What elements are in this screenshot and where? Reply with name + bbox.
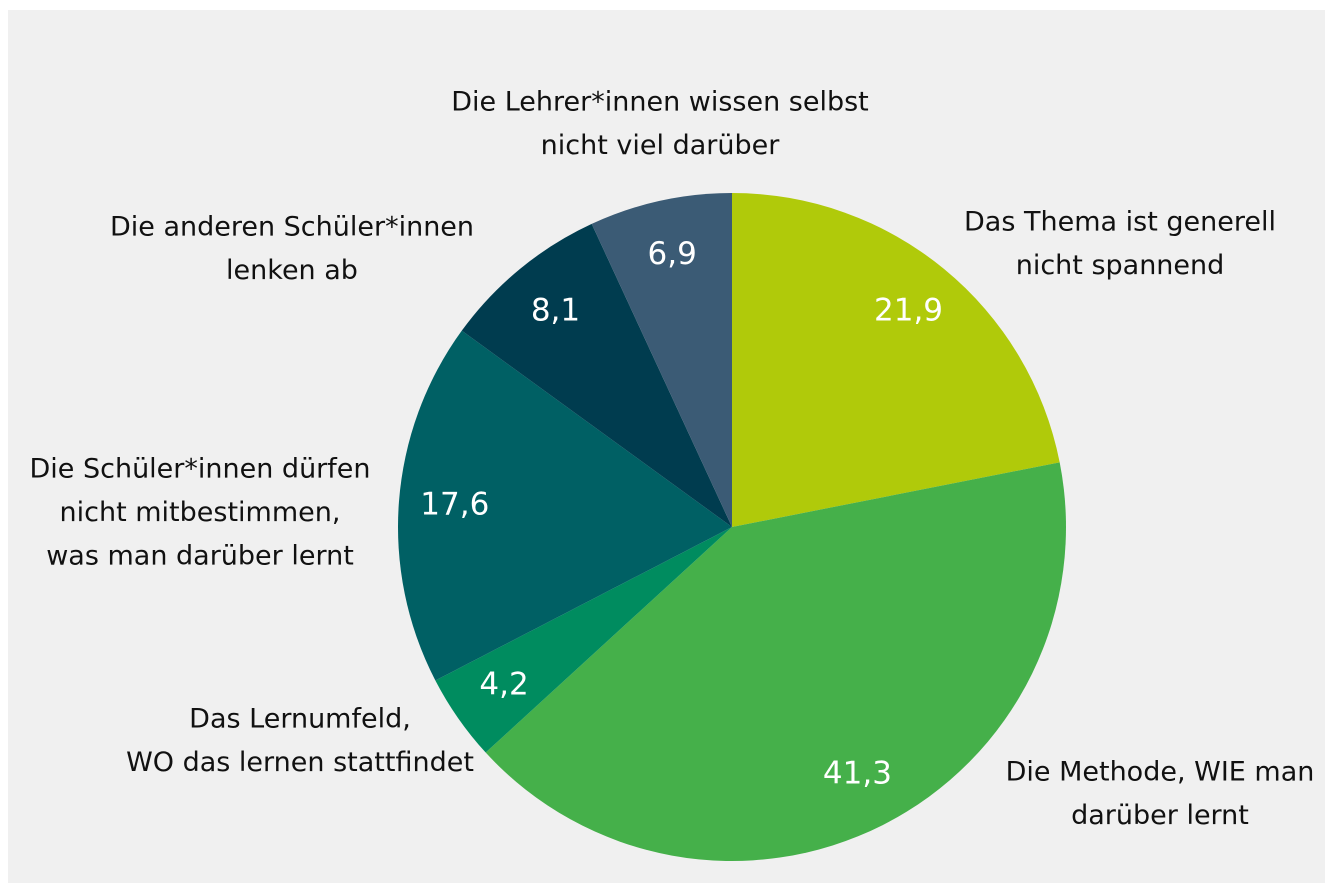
pie-slice <box>732 193 1060 527</box>
pie-slice <box>485 462 1066 861</box>
category-label: nicht mitbestimmen, <box>60 497 341 528</box>
category-label: Die Methode, WIE man <box>1006 757 1315 788</box>
value-label: 6,9 <box>648 236 697 272</box>
category-label: lenken ab <box>226 255 358 286</box>
pie-slice <box>397 330 732 681</box>
category-label: nicht spannend <box>1016 250 1225 281</box>
value-label: 41,3 <box>823 756 892 792</box>
value-label: 21,9 <box>874 293 943 329</box>
value-label: 17,6 <box>420 487 489 523</box>
category-label: Die Schüler*innen dürfen <box>29 454 370 485</box>
category-label: Das Lernumfeld, <box>189 704 411 735</box>
category-label: WO das lernen stattfindet <box>126 747 474 778</box>
value-label: 4,2 <box>479 667 528 703</box>
category-label: was man darüber lernt <box>46 541 354 572</box>
value-label: 8,1 <box>531 293 580 329</box>
pie-slice <box>435 527 732 753</box>
pie-slice <box>591 193 732 527</box>
category-label: Das Thema ist generell <box>964 207 1276 238</box>
category-label: darüber lernt <box>1071 800 1249 831</box>
category-label: nicht viel darüber <box>541 130 781 161</box>
pie-slice <box>461 223 732 527</box>
category-label: Die Lehrer*innen wissen selbst <box>451 87 869 118</box>
category-label: Die anderen Schüler*innen <box>110 212 474 243</box>
